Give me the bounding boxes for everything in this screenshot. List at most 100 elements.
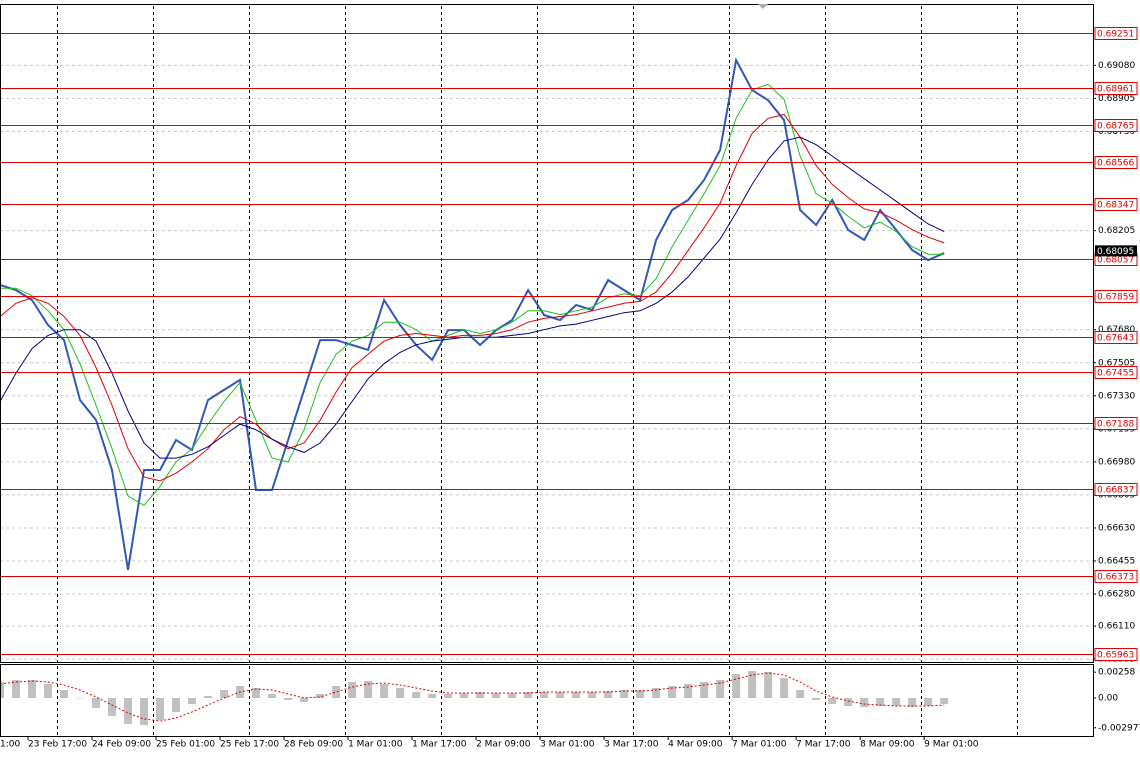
macd-bar [684,684,693,698]
price-line [0,113,945,482]
current-price-box [1095,245,1137,257]
macd-bar [812,698,821,700]
x-tick-label: 7 Mar 17:00 [796,740,851,750]
macd-bar [252,688,261,698]
level-label: 0.66837 [1097,486,1134,496]
level-label: 0.68057 [1097,256,1134,266]
shift-marker [758,4,768,9]
y-tick-label: 0.68205 [1098,226,1135,236]
y-tick-label: 0.66110 [1098,622,1135,632]
x-tick-label: 9 Mar 01:00 [924,740,979,750]
macd-bar [284,698,293,700]
macd-bar [300,698,309,702]
macd-bar [844,698,853,706]
level-label-box [1094,648,1138,661]
macd-bar [876,698,885,706]
macd-bar [268,694,277,698]
level-label: 0.67859 [1097,293,1134,303]
y-tick-label: 0.68905 [1098,94,1135,104]
macd-bar [716,680,725,698]
x-tick-label: 2 Mar 09:00 [476,740,531,750]
macd-bar [348,682,357,698]
macd-bar [444,694,453,698]
level-label: 0.67643 [1097,334,1134,344]
macd-bar [828,698,837,704]
macd-bar [508,693,517,698]
macd-bar [668,686,677,698]
y-tick-label: 0.66280 [1098,590,1135,600]
level-label-box [1094,483,1138,496]
level-label: 0.66373 [1097,573,1134,583]
macd-bar [620,690,629,698]
macd-bar [364,681,373,698]
macd-bar [572,692,581,698]
y-tick-label: 0.67330 [1098,391,1135,401]
level-label: 0.65963 [1097,651,1134,661]
x-tick-label: 28 Feb 09:00 [284,740,343,750]
x-tick-label: 4 Mar 09:00 [668,740,723,750]
macd-bar [380,684,389,698]
macd-bar [412,692,421,698]
x-tick-label: 7 Mar 01:00 [732,740,787,750]
macd-bar [588,692,597,698]
macd-bar [0,682,4,698]
level-label-box [1094,417,1138,430]
macd-bar [540,692,549,698]
macd-bar [796,690,805,698]
level-label: 0.67188 [1097,420,1134,430]
macd-bar [652,688,661,698]
macd-bar [940,698,949,704]
y-tick-label: 0.66455 [1098,556,1135,566]
macd-bar [76,698,85,699]
x-tick-label: 25 Feb 17:00 [220,740,279,750]
x-tick-label: 8 Mar 09:00 [860,740,915,750]
level-label: 0.68566 [1097,159,1134,169]
y-tick-label: 0.00 [1098,694,1118,704]
macd-bar [524,692,533,698]
level-label-box [1094,82,1138,95]
level-label: 0.68765 [1097,122,1134,132]
macd-bar [188,698,197,704]
vertical-grid [0,4,1093,662]
macd-bar [124,698,133,724]
signal-line [0,672,945,722]
macd-bar [28,680,37,698]
macd-bar [60,690,69,698]
plot-layer: 0.690800.689050.687300.682050.676800.675… [0,27,1140,750]
x-tick-label: 1:00 [0,740,20,750]
x-tick-label: 3 Mar 17:00 [604,740,659,750]
macd-bar [556,692,565,698]
macd-bar [44,684,53,698]
x-tick-label: 25 Feb 01:00 [156,740,215,750]
macd-bar [428,694,437,698]
y-tick-label: 0.69080 [1098,61,1135,71]
level-label-box [1094,198,1138,211]
macd-bar [604,691,613,698]
level-label: 0.68961 [1097,85,1134,95]
y-tick-label: 0.66980 [1098,457,1135,467]
level-label: 0.69251 [1097,30,1134,40]
macd-bar [396,688,405,698]
x-tick-label: 23 Feb 17:00 [28,740,87,750]
x-tick-label: 24 Feb 09:00 [92,740,151,750]
macd-bar [732,674,741,698]
macd-bar [220,690,229,698]
level-label-box [1094,290,1138,303]
y-tick-label: 0.00258 [1098,668,1135,678]
y-tick-label: 0.67680 [1098,325,1135,335]
macd-bar [332,686,341,698]
macd-bar [860,698,869,707]
macd-bar [892,698,901,706]
macd-bar [12,680,21,698]
x-tick-label: 1 Mar 01:00 [348,740,403,750]
macd-bar [460,693,469,698]
macd-bar [908,698,917,707]
level-label-box [1094,366,1138,379]
macd-bar [204,696,213,698]
x-tick-label: 3 Mar 01:00 [540,740,595,750]
level-label-box [1094,570,1138,583]
y-tick-label: 0.67505 [1098,358,1135,368]
x-tick-label: 1 Mar 17:00 [412,740,467,750]
macd-bar [764,672,773,698]
